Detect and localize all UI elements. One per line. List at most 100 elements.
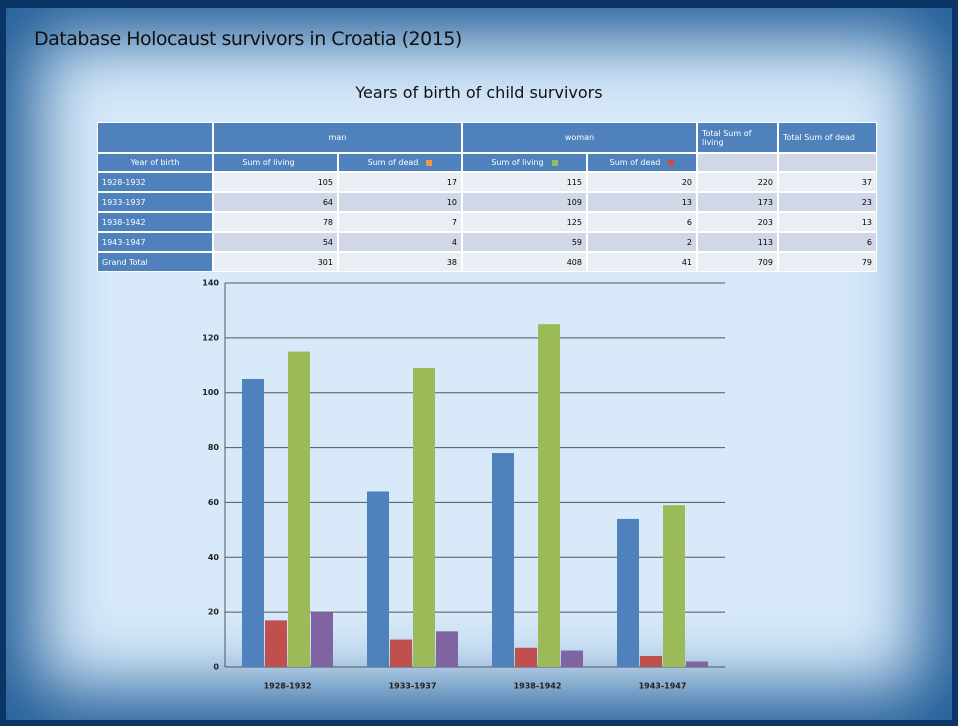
table-cell: 54 — [213, 232, 338, 252]
cell-text: 105 — [317, 177, 333, 187]
bar — [390, 639, 412, 667]
legend-swatch — [426, 159, 433, 166]
table-cell: 38 — [338, 252, 462, 272]
y-tick-label: 60 — [208, 498, 220, 507]
y-tick-label: 120 — [202, 333, 219, 342]
column-header: Year of birth — [97, 153, 213, 172]
x-tick-label: 1943-1947 — [639, 682, 687, 691]
legend-swatch — [668, 159, 675, 166]
cell-text: 20 — [681, 177, 692, 187]
table-cell: 17 — [338, 172, 462, 192]
cell-text: 23 — [861, 197, 872, 207]
bar — [311, 612, 333, 667]
table-cell: 20 — [587, 172, 697, 192]
column-header: Sum of living — [462, 153, 587, 172]
cell-text: Total Sum of dead — [783, 133, 855, 142]
bar — [640, 656, 662, 667]
column-header: Sum of dead — [338, 153, 462, 172]
cell-text: 38 — [446, 257, 457, 267]
table-cell: 301 — [213, 252, 338, 272]
bar — [413, 368, 435, 667]
cell-text: 6 — [686, 217, 692, 227]
x-tick-label: 1933-1937 — [389, 682, 437, 691]
row-header: 1943-1947 — [97, 232, 213, 252]
bar — [265, 620, 287, 667]
cell-text: 6 — [866, 237, 872, 247]
legend-swatch — [551, 159, 558, 166]
table-cell: 113 — [697, 232, 778, 252]
cell-text: Grand Total — [102, 257, 148, 267]
cell-text: Sum of dead — [609, 158, 661, 167]
table-cell: 2 — [587, 232, 697, 252]
cell-text: 1938-1942 — [102, 217, 146, 227]
header-cell — [97, 122, 213, 153]
cell-text: 125 — [566, 217, 582, 227]
header-cell — [778, 153, 877, 172]
cell-text: man — [328, 133, 347, 142]
cell-text: 78 — [322, 217, 333, 227]
group-header: Total Sum of dead — [778, 122, 877, 153]
cell-text: 709 — [757, 257, 773, 267]
group-header: man — [213, 122, 462, 153]
cell-text: 408 — [566, 257, 582, 267]
cell-text: 2 — [686, 237, 692, 247]
cell-text: 4 — [451, 237, 457, 247]
cell-text: 79 — [861, 257, 872, 267]
table-cell: 109 — [462, 192, 587, 212]
bar — [561, 650, 583, 667]
column-header: Sum of living — [213, 153, 338, 172]
row-header: 1938-1942 — [97, 212, 213, 232]
bar — [492, 453, 514, 667]
table-cell: 4 — [338, 232, 462, 252]
cell-text: 59 — [571, 237, 582, 247]
bar — [367, 491, 389, 667]
table-cell: 13 — [778, 212, 877, 232]
cell-text: 113 — [757, 237, 773, 247]
cell-text: 1933-1937 — [102, 197, 146, 207]
row-header: 1933-1937 — [97, 192, 213, 212]
table-cell: 709 — [697, 252, 778, 272]
cell-text: 17 — [446, 177, 457, 187]
x-tick-label: 1938-1942 — [514, 682, 562, 691]
table-cell: 6 — [587, 212, 697, 232]
cell-text: Sum of dead — [367, 158, 419, 167]
cell-text: woman — [564, 133, 595, 142]
cell-text: 203 — [757, 217, 773, 227]
table-cell: 23 — [778, 192, 877, 212]
header-cell — [697, 153, 778, 172]
table-cell: 125 — [462, 212, 587, 232]
slide-title: Database Holocaust survivors in Croatia … — [34, 28, 462, 50]
cell-text: Sum of living — [242, 158, 295, 167]
chart-title: Years of birth of child survivors — [355, 83, 603, 102]
y-tick-label: 140 — [202, 279, 219, 288]
bar — [242, 379, 264, 667]
y-tick-label: 80 — [208, 443, 220, 452]
cell-text: 64 — [322, 197, 333, 207]
bar — [288, 351, 310, 667]
cell-text: 1928-1932 — [102, 177, 146, 187]
bar — [686, 661, 708, 667]
cell-text: 13 — [861, 217, 872, 227]
table-cell: 105 — [213, 172, 338, 192]
cell-text: 301 — [317, 257, 333, 267]
cell-text: Total Sum of living — [702, 128, 752, 147]
y-tick-label: 0 — [213, 663, 219, 672]
cell-text: Year of birth — [130, 158, 180, 167]
cell-text: 109 — [566, 197, 582, 207]
table-cell: 10 — [338, 192, 462, 212]
bar — [617, 518, 639, 667]
bar — [436, 631, 458, 667]
cell-text: 41 — [681, 257, 692, 267]
cell-text: Sum of living — [491, 158, 544, 167]
cell-text: 173 — [757, 197, 773, 207]
legend-swatch — [302, 159, 309, 166]
cell-text: 7 — [451, 217, 457, 227]
group-header: Total Sum of living — [697, 122, 778, 153]
bar — [515, 647, 537, 667]
column-header: Sum of dead — [587, 153, 697, 172]
bar — [663, 505, 685, 667]
y-tick-label: 40 — [208, 553, 220, 562]
table-cell: 64 — [213, 192, 338, 212]
